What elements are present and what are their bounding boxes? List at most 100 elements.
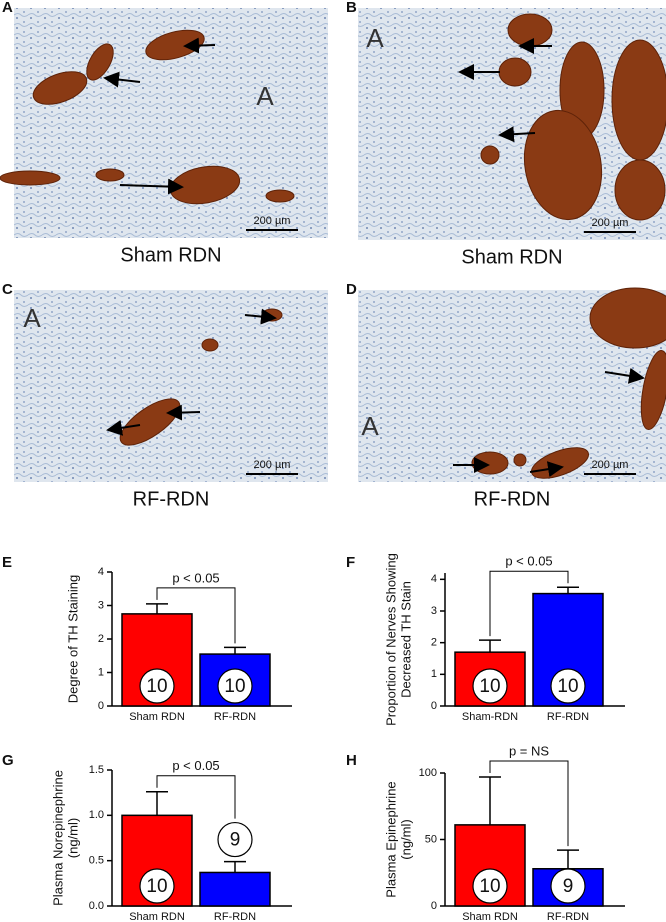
y-tick-label: 2 [98, 633, 104, 645]
significance-bracket [156, 775, 236, 819]
y-tick-label: 4 [98, 566, 104, 578]
y-tick-label: 4 [431, 573, 437, 585]
n-label: 10 [479, 676, 500, 697]
n-label: 10 [146, 676, 167, 697]
panel-letter: H [346, 752, 357, 769]
significance-bracket [156, 587, 236, 644]
y-tick-label: 50 [425, 833, 437, 845]
stained-nerve [86, 43, 114, 81]
scale-bar-label: 200 µm [254, 215, 291, 227]
stained-nerve [265, 189, 295, 203]
y-axis-label: Degree of TH Staining [65, 575, 80, 703]
stained-nerve [480, 145, 500, 165]
x-tick-label: RF-RDN [547, 711, 589, 723]
scale-bar-label: 200 µm [254, 459, 291, 471]
arrow [529, 461, 564, 478]
x-tick-label: RF-RDN [547, 911, 589, 922]
significance-label: p < 0.05 [172, 570, 219, 585]
panel-caption: Sham RDN [461, 246, 562, 268]
y-axis-label: Plasma Epinephrine [383, 781, 398, 897]
micrograph: A 200 µm [358, 8, 666, 240]
significance-label: p < 0.05 [505, 554, 552, 569]
arrow [119, 178, 184, 195]
y-tick-label: 0 [431, 700, 437, 712]
y-axis-label: Plasma Norepinephrine [50, 770, 65, 906]
arrow [183, 37, 216, 54]
scale-bar-label: 200 µm [592, 459, 629, 471]
arrow [244, 308, 277, 325]
n-label: 9 [563, 876, 574, 897]
y-tick-label: 3 [98, 599, 104, 611]
n-label: 10 [557, 676, 578, 697]
y-tick-label: 0.0 [89, 900, 104, 912]
n-circle [217, 821, 253, 858]
x-tick-label: Sham RDN [462, 911, 518, 922]
x-tick-label: Sham RDN [129, 711, 185, 723]
n-circle [472, 868, 508, 904]
y-axis-label: (ng/ml) [398, 819, 413, 859]
arrow [166, 404, 201, 421]
stained-nerve [201, 338, 219, 352]
arrow [106, 419, 141, 436]
n-circle [139, 868, 175, 904]
n-label: 10 [224, 676, 245, 697]
x-tick-label: RF-RDN [214, 711, 256, 723]
x-tick-label: RF-RDN [214, 911, 256, 922]
bar [199, 871, 271, 907]
arrow [103, 71, 141, 88]
panel-letter: B [346, 0, 357, 16]
stained-nerve [471, 451, 509, 475]
y-tick-label: 2 [431, 637, 437, 649]
significance-bracket [489, 760, 569, 847]
panel-caption: RF-RDN [474, 488, 551, 510]
n-circle [217, 668, 253, 704]
stained-nerve [507, 13, 553, 47]
n-circle [550, 868, 586, 904]
arrow [498, 126, 536, 143]
stained-nerve [614, 159, 666, 221]
y-axis-label: Decreased TH Stain [398, 581, 413, 698]
significance-label: p = NS [509, 743, 549, 758]
y-tick-label: 0.5 [89, 855, 104, 867]
stained-nerve [261, 308, 283, 322]
micrograph-image [14, 290, 328, 482]
region-label: A [23, 303, 41, 333]
significance-bracket [489, 570, 569, 637]
n-label: 10 [146, 876, 167, 897]
stained-nerve [640, 350, 666, 430]
n-label: 10 [479, 876, 500, 897]
stained-nerve [119, 398, 181, 446]
panel-letter: D [346, 281, 357, 298]
region-label: A [361, 411, 379, 441]
n-circle [472, 668, 508, 704]
y-tick-label: 0 [431, 900, 437, 912]
panel-letter: G [2, 752, 14, 769]
micrograph: A 200 µm [358, 287, 666, 482]
n-circle [550, 668, 586, 704]
stained-nerve [95, 168, 125, 182]
arrow [604, 367, 645, 384]
y-tick-label: 1.0 [89, 809, 104, 821]
y-tick-label: 100 [419, 767, 437, 779]
panel-letter: E [2, 554, 12, 571]
panel-letter: F [346, 554, 355, 571]
y-axis-label: (ng/ml) [65, 818, 80, 858]
panel-letter: A [2, 0, 13, 16]
y-tick-label: 1.5 [89, 764, 104, 776]
region-label: A [256, 81, 274, 111]
y-tick-label: 1 [431, 668, 437, 680]
x-tick-label: Sham-RDN [462, 711, 518, 723]
scale-bar-label: 200 µm [592, 217, 629, 229]
significance-label: p < 0.05 [172, 758, 219, 773]
y-tick-label: 3 [431, 605, 437, 617]
n-label: 9 [230, 830, 241, 851]
y-tick-label: 1 [98, 666, 104, 678]
stained-nerve [523, 109, 603, 221]
micrograph: A 200 µm [14, 290, 328, 482]
panel-caption: RF-RDN [133, 488, 210, 510]
y-tick-label: 0 [98, 700, 104, 712]
panel-letter: C [2, 281, 13, 298]
x-tick-label: Sham RDN [129, 911, 185, 922]
stained-nerve [32, 71, 88, 105]
